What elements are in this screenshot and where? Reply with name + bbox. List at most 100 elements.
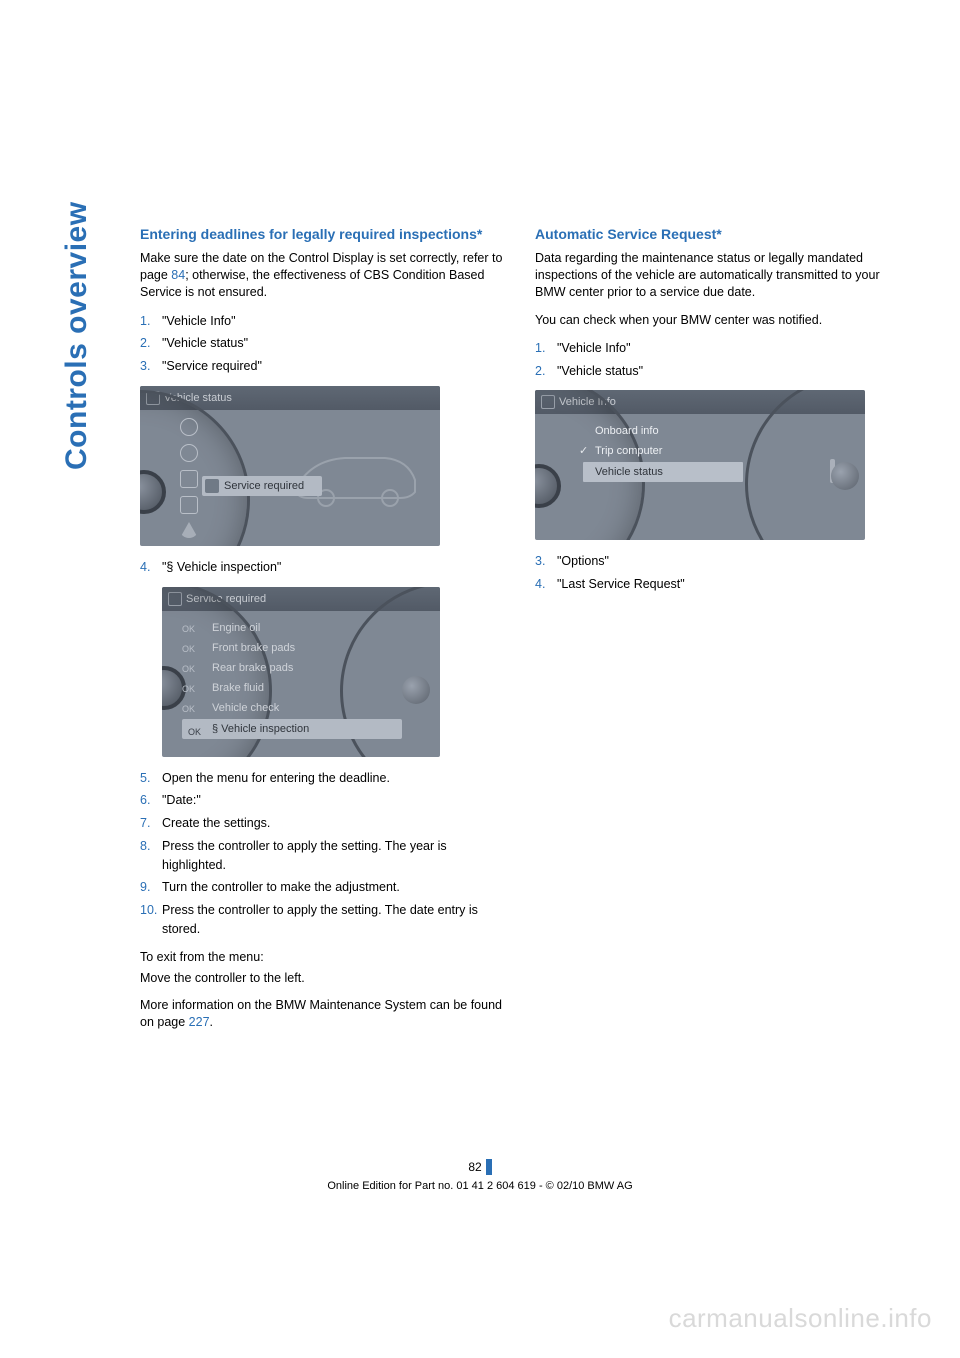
- step-text: "Vehicle status": [557, 364, 643, 378]
- list-row-text: Vehicle check: [212, 702, 279, 714]
- more-text-b: .: [210, 1015, 213, 1029]
- step-text: "Vehicle status": [162, 336, 248, 350]
- screenshot-vehicle-status: Vehicle status: [140, 386, 440, 546]
- list-row-text: Engine oil: [212, 622, 260, 634]
- step-item: 9. Turn the controller to make the adjust…: [140, 878, 505, 897]
- list-row-text: Brake fluid: [212, 682, 264, 694]
- ok-badge: OK: [188, 722, 201, 742]
- steps-list-right-b: 3."Options" 4. "Last Service Request": [535, 552, 900, 594]
- warning-icon: [180, 522, 198, 538]
- list-row: OK Vehicle check: [162, 699, 279, 717]
- page-link-227[interactable]: 227: [189, 1015, 210, 1029]
- step-text: Turn the controller to make the adjustme…: [162, 880, 400, 894]
- step-number: 3.: [140, 357, 150, 376]
- ok-badge: OK: [182, 680, 195, 698]
- step-number: 2.: [140, 334, 150, 353]
- step-item: 4. "§ Vehicle inspection": [140, 558, 505, 577]
- screenshot-body: Onboard info ✓ Trip computer Vehicle stat…: [535, 414, 865, 540]
- check-icon: ✓: [579, 442, 588, 460]
- step-text: Open the menu for entering the deadline.: [162, 771, 390, 785]
- step-text: "Service required": [162, 359, 262, 373]
- selected-row-text: Service required: [224, 480, 304, 492]
- step-item: 2. "Vehicle status": [535, 362, 900, 381]
- menu-row: Onboard info: [595, 422, 659, 440]
- step-text: "Last Service Request": [557, 577, 685, 591]
- ok-badge: OK: [182, 700, 195, 718]
- screenshot-vehicle-info: Vehicle Info Onboard info ✓Trip computer…: [535, 390, 865, 540]
- step-item: 3. "Service required": [140, 357, 505, 376]
- step-text: "Date:": [162, 793, 201, 807]
- heading-left: Entering deadlines for legally required …: [140, 225, 505, 244]
- step-text: "Options": [557, 554, 609, 568]
- step-number: 4.: [140, 558, 150, 577]
- step-text: "Vehicle Info": [162, 314, 236, 328]
- wrench-icon: [180, 496, 198, 514]
- selected-row: Service required: [202, 476, 322, 496]
- list-row: OK Engine oil: [162, 619, 260, 637]
- intro-text-b: ; otherwise, the effectiveness of CBS Co…: [140, 268, 484, 299]
- page: Controls overview Entering deadlines for…: [0, 0, 960, 1358]
- steps-list-1b: 4. "§ Vehicle inspection": [140, 558, 505, 577]
- list-row: OK Brake fluid: [162, 679, 264, 697]
- section-tab-label: Controls overview: [60, 201, 94, 470]
- steps-list-right-a: 1. "Vehicle Info" 2. "Vehicle status": [535, 339, 900, 381]
- step-number: 4.: [535, 575, 545, 594]
- step-number: 8.: [140, 837, 150, 856]
- steps-list-2: 5. Open the menu for entering the deadlin…: [140, 769, 505, 939]
- screenshot-body: OK Engine oil OKFront brake pads OKRear b…: [162, 611, 440, 757]
- step-item: 6. "Date:": [140, 791, 505, 810]
- step-number: 10.: [140, 901, 157, 920]
- step-item: 5. Open the menu for entering the deadlin…: [140, 769, 505, 788]
- step-number: 5.: [140, 769, 150, 788]
- more-info-paragraph: More information on the BMW Maintenance …: [140, 997, 505, 1032]
- selected-row: OK § Vehicle inspection: [182, 719, 402, 739]
- tire-icon: [180, 444, 198, 462]
- steps-list-1: 1. "Vehicle Info" 2. "Vehicle status" 3. "S…: [140, 312, 505, 376]
- car-outline-graphic: [290, 440, 420, 510]
- intro-paragraph: Make sure the date on the Control Displa…: [140, 250, 505, 302]
- heading-right: Automatic Service Request*: [535, 225, 900, 244]
- wrench-row-icon: [205, 479, 219, 493]
- step-number: 9.: [140, 878, 150, 897]
- content-columns: Entering deadlines for legally required …: [140, 225, 900, 1042]
- list-row: OKRear brake pads: [162, 659, 293, 677]
- list-row: OKFront brake pads: [162, 639, 295, 657]
- step-item: 10. Press the controller to apply the set…: [140, 901, 505, 939]
- right-paragraph-2: You can check when your BMW center was n…: [535, 312, 900, 329]
- selected-row: Vehicle status: [583, 462, 743, 482]
- exit-line-1: To exit from the menu:: [140, 949, 505, 966]
- page-link-84[interactable]: 84: [171, 268, 185, 282]
- ok-badge: OK: [182, 640, 195, 658]
- right-knob-icon: [402, 676, 430, 704]
- step-item: 4. "Last Service Request": [535, 575, 900, 594]
- selected-row-text: § Vehicle inspection: [212, 723, 309, 735]
- step-text: Press the controller to apply the settin…: [162, 903, 478, 936]
- step-text: Press the controller to apply the settin…: [162, 839, 447, 872]
- step-number: 1.: [140, 312, 150, 331]
- step-text: "Vehicle Info": [557, 341, 631, 355]
- screenshot-service-required: Service required OKEngine oil OKFront br…: [162, 587, 440, 757]
- left-column: Entering deadlines for legally required …: [140, 225, 505, 1042]
- step-text: Create the settings.: [162, 816, 270, 830]
- step-item: 3."Options": [535, 552, 900, 571]
- step-item: 8. Press the controller to apply the sett…: [140, 837, 505, 875]
- menu-row-text: Trip computer: [595, 445, 662, 457]
- selected-row-text: Vehicle status: [595, 466, 663, 478]
- step-item: 2. "Vehicle status": [140, 334, 505, 353]
- ok-badge: OK: [182, 660, 195, 678]
- step-number: 2.: [535, 362, 545, 381]
- step-text: "§ Vehicle inspection": [162, 560, 281, 574]
- page-number: 82: [468, 1159, 491, 1175]
- ok-badge: OK: [182, 620, 195, 638]
- step-number: 6.: [140, 791, 150, 810]
- right-column: Automatic Service Request* Data regardin…: [535, 225, 900, 1042]
- step-number: 1.: [535, 339, 545, 358]
- right-paragraph-1: Data regarding the maintenance status or…: [535, 250, 900, 302]
- service-icon: [180, 470, 198, 488]
- step-number: 7.: [140, 814, 150, 833]
- screenshot-body: Service required: [140, 410, 440, 546]
- step-item: 1. "Vehicle Info": [535, 339, 900, 358]
- footer-text: Online Edition for Part no. 01 41 2 604 …: [0, 1180, 960, 1192]
- step-item: 7. Create the settings.: [140, 814, 505, 833]
- page-number-wrap: 82: [0, 1158, 960, 1176]
